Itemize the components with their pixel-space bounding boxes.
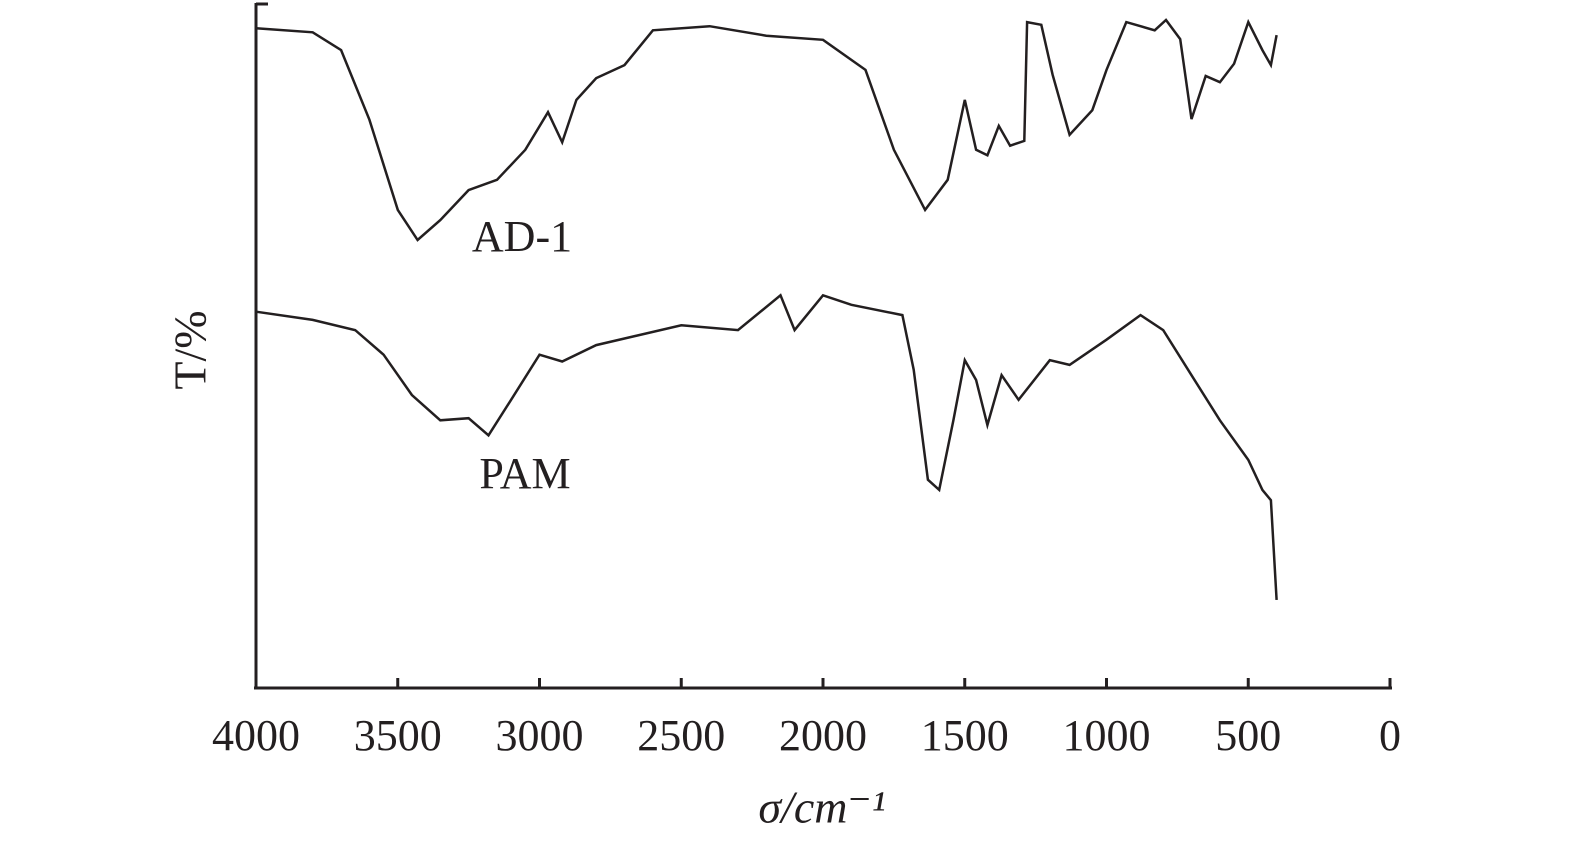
x-tick-label: 2000 <box>779 711 867 760</box>
x-tick-label: 4000 <box>212 711 300 760</box>
x-tick-label: 500 <box>1215 711 1281 760</box>
x-axis-label: σ/cm⁻¹ <box>758 782 885 833</box>
annotation: AD-1 <box>472 212 572 261</box>
series-line <box>255 293 1278 600</box>
x-tick-label: 3000 <box>496 711 584 760</box>
x-tick-label: 1000 <box>1063 711 1151 760</box>
x-tick-label: 0 <box>1379 711 1401 760</box>
annotation: PAM <box>479 449 570 498</box>
y-axis-label: T/% <box>165 310 216 389</box>
x-tick-label: 1500 <box>921 711 1009 760</box>
x-tick-label: 3500 <box>354 711 442 760</box>
x-tick-label: 2500 <box>637 711 725 760</box>
series-line <box>255 18 1278 242</box>
